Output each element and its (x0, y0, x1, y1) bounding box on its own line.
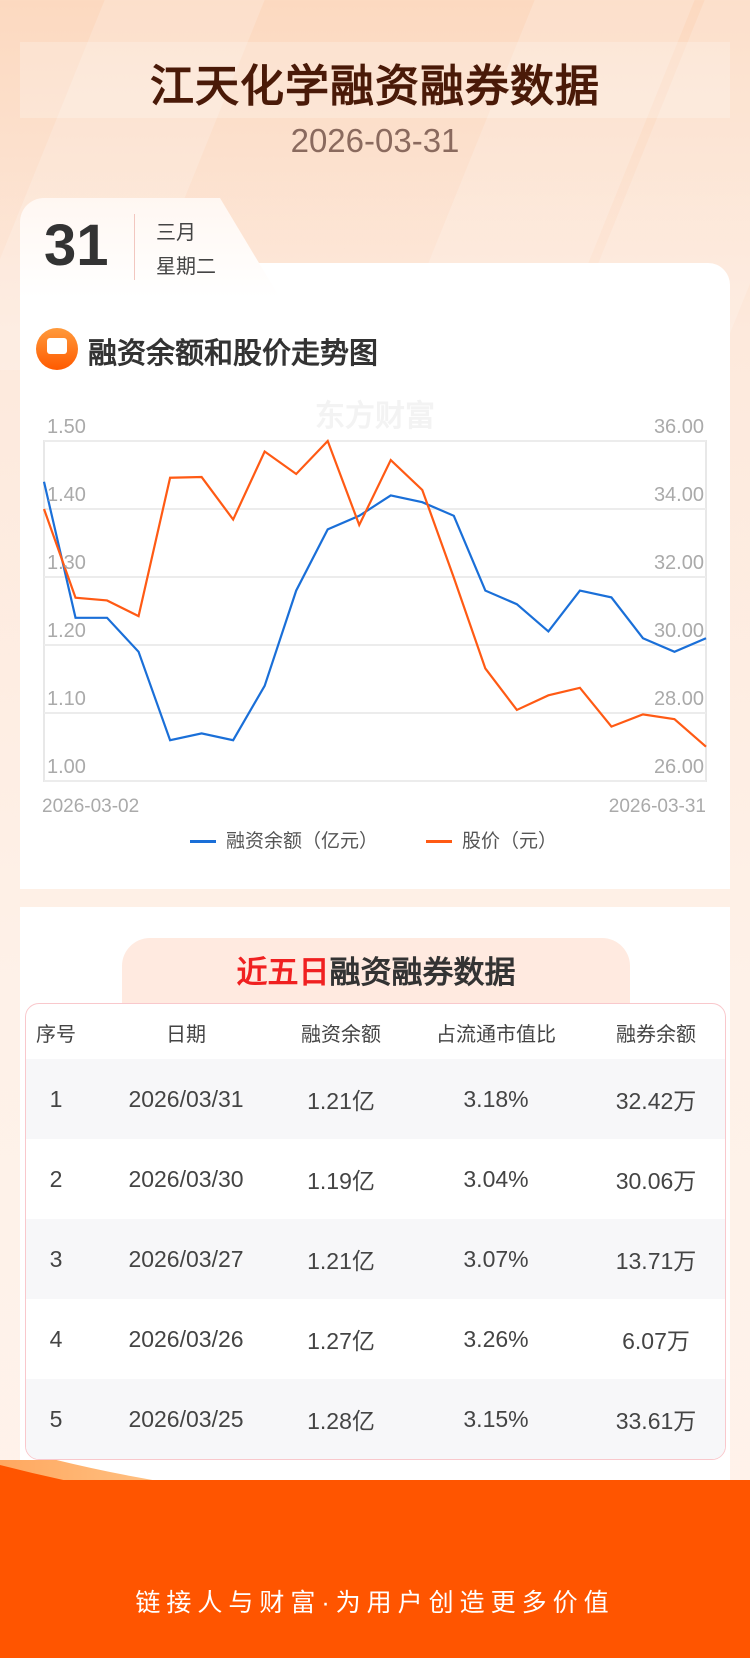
divider (134, 214, 135, 280)
legend-label: 融资余额（亿元） (226, 831, 379, 852)
table-cell: 4 (49, 1325, 63, 1352)
heading-highlight: 近五日 (236, 955, 330, 990)
header-band (20, 42, 730, 118)
table-cell: 5 (49, 1405, 63, 1432)
table-row: 4 2026/03/26 1.27亿 3.26% 6.07万 (26, 1299, 725, 1379)
table-cell: 1.19亿 (307, 1168, 375, 1194)
y-right-tick: 34.00 (654, 484, 704, 506)
column-header: 占流通市值比 (436, 1023, 556, 1046)
table-row: 1 2026/03/31 1.21亿 3.18% 32.42万 (26, 1059, 725, 1139)
y-left-tick: 1.20 (47, 620, 86, 642)
y-right-tick: 30.00 (654, 620, 704, 642)
y-right-tick: 28.00 (654, 688, 704, 710)
margin-table: 序号 日期 融资余额 占流通市值比 融券余额 1 2026/03/31 1.21亿 3.18% 3… (25, 1003, 726, 1460)
table-cell: 13.71万 (615, 1248, 697, 1274)
legend-swatch (190, 840, 216, 844)
table-cell: 2026/03/25 (128, 1405, 244, 1432)
line-chart: 东方财富 1.50 36.00 1.40 34.00 1.30 32.00 1.20 30.0… (42, 399, 707, 817)
table-cell: 2 (49, 1165, 63, 1192)
page-title: 江天化学融资融券数据 (150, 62, 600, 111)
table-cell: 1.21亿 (307, 1088, 375, 1114)
heading-rest: 融资融券数据 (329, 955, 516, 990)
column-header: 融券余额 (616, 1023, 696, 1046)
legend-swatch (426, 840, 452, 844)
table-row: 5 2026/03/25 1.28亿 3.15% 33.61万 (26, 1379, 725, 1459)
table-cell: 2026/03/31 (128, 1085, 244, 1112)
legend-financing: 融资余额（亿元） (190, 826, 378, 853)
table-cell: 3.04% (463, 1165, 529, 1192)
table-cell: 1.27亿 (307, 1328, 375, 1354)
y-left-tick: 1.00 (47, 756, 86, 778)
y-left-tick: 1.50 (47, 416, 86, 438)
column-header: 融资余额 (301, 1023, 381, 1046)
legend-price: 股价（元） (426, 826, 557, 853)
y-left-tick: 1.30 (47, 552, 86, 574)
y-right-tick: 26.00 (654, 756, 704, 778)
table-cell: 32.42万 (615, 1088, 697, 1114)
page-date: 2026-03-31 (290, 122, 460, 159)
date-day: 31 (44, 213, 109, 278)
table-cell: 3.18% (463, 1085, 529, 1112)
table-cell: 1 (49, 1085, 63, 1112)
table-cell: 2026/03/30 (128, 1165, 244, 1192)
column-header: 序号 (36, 1023, 76, 1046)
price-line (42, 438, 707, 748)
chart-title: 融资余额和股价走势图 (88, 338, 379, 370)
watermark: 东方财富 (315, 399, 435, 433)
table-cell: 1.28亿 (307, 1408, 375, 1434)
date-weekday: 星期二 (156, 256, 216, 278)
footer (0, 1480, 750, 1658)
table-cell: 3.15% (463, 1405, 529, 1432)
table-cell: 3.07% (463, 1245, 529, 1272)
trend-chart-icon (36, 328, 78, 370)
footer-slogan: 链接人与财富·为用户创造更多价值 (135, 1589, 615, 1617)
y-right-tick: 32.00 (654, 552, 704, 574)
table-row: 2 2026/03/30 1.19亿 3.04% 30.06万 (26, 1139, 725, 1219)
y-right-tick: 36.00 (654, 416, 704, 438)
table-cell: 3 (49, 1245, 63, 1272)
table-heading: 近五日融资融券数据 (122, 938, 630, 1008)
table-cell: 2026/03/26 (128, 1325, 244, 1352)
table-cell: 30.06万 (615, 1168, 697, 1194)
financing-balance-line (42, 481, 707, 742)
legend-label: 股价（元） (462, 831, 558, 852)
x-tick: 2026-03-02 (42, 796, 139, 817)
table-row: 3 2026/03/27 1.21亿 3.07% 13.71万 (26, 1219, 725, 1299)
column-header: 日期 (166, 1023, 206, 1046)
date-month: 三月 (156, 222, 196, 244)
table-header: 序号 日期 融资余额 占流通市值比 融券余额 (26, 1004, 725, 1072)
x-tick: 2026-03-31 (609, 796, 706, 817)
y-left-tick: 1.40 (47, 484, 86, 506)
y-left-tick: 1.10 (47, 688, 86, 710)
table-cell: 1.21亿 (307, 1248, 375, 1274)
table-cell: 2026/03/27 (128, 1245, 244, 1272)
table-cell: 33.61万 (615, 1408, 697, 1434)
table-cell: 3.26% (463, 1325, 529, 1352)
table-cell: 6.07万 (622, 1328, 690, 1354)
